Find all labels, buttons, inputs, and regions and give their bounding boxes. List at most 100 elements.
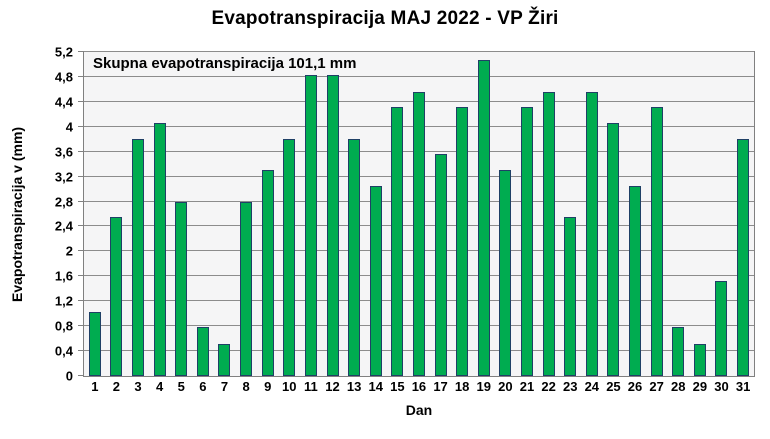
x-tick-label-day-3: 3 [134, 379, 142, 394]
y-tick-mark [78, 225, 83, 227]
x-tick-label-day-19: 19 [476, 379, 491, 394]
x-tick-label-day-21: 21 [519, 379, 535, 394]
x-tick-label-day-26: 26 [627, 379, 643, 394]
bar-day-4 [153, 123, 166, 376]
bar-slot-day-20 [495, 52, 517, 376]
x-tick-label-day-25: 25 [606, 379, 621, 394]
bar-day-5 [175, 202, 188, 376]
y-tick-mark [78, 325, 83, 327]
x-tick-label-day-23: 23 [562, 379, 578, 394]
bar-day-23 [564, 217, 577, 376]
y-tick-mark [78, 75, 83, 77]
bar-day-17 [434, 154, 447, 376]
y-tick-label: 0 [65, 368, 73, 384]
x-tick-label-day-14: 14 [368, 379, 383, 394]
bar-slot-day-21 [516, 52, 538, 376]
bar-slot-day-12 [322, 52, 344, 376]
bar-day-1 [88, 311, 101, 376]
x-tick-label-day-4: 4 [156, 379, 164, 394]
bar-slot-day-16 [408, 52, 430, 376]
x-tick-label-day-13: 13 [346, 379, 362, 394]
bar-slot-day-30 [711, 52, 733, 376]
x-tick-label-day-8: 8 [242, 379, 250, 394]
bar-day-13 [348, 139, 361, 376]
bar-slot-day-15 [387, 52, 409, 376]
bar-day-16 [412, 91, 425, 376]
y-tick-label: 0,4 [54, 343, 73, 359]
bar-slot-day-26 [624, 52, 646, 376]
y-tick-mark [78, 100, 83, 102]
y-tick-mark [78, 150, 83, 152]
x-tick-label-day-18: 18 [454, 379, 470, 394]
bar-slot-day-13 [343, 52, 365, 376]
x-tick-label-day-1: 1 [91, 379, 99, 394]
bar-day-10 [283, 139, 296, 376]
bar-slot-day-19 [473, 52, 495, 376]
bar-slot-day-27 [646, 52, 668, 376]
x-tick-label-day-27: 27 [649, 379, 664, 394]
x-axis: 1 2 3 4 5 6 7 8 9 10 11 12 13 14 15 16 17 18 19 20 21 22 23 24 2… [84, 379, 754, 394]
bar-slot-day-29 [689, 52, 711, 376]
bar-day-9 [261, 170, 274, 376]
bar-slot-day-2 [106, 52, 128, 376]
bar-day-21 [520, 107, 533, 376]
bar-day-27 [650, 107, 663, 376]
bar-day-6 [196, 327, 209, 376]
bar-series [84, 52, 754, 376]
y-tick-mark [78, 350, 83, 352]
bar-slot-day-24 [581, 52, 603, 376]
bar-day-20 [499, 170, 512, 376]
x-tick-label-day-11: 11 [304, 379, 318, 394]
y-tick-label: 1,2 [54, 293, 73, 309]
bar-day-3 [132, 139, 145, 376]
bar-day-24 [585, 91, 598, 376]
y-tick-label: 2,4 [54, 218, 73, 234]
bar-slot-day-28 [667, 52, 689, 376]
y-tick-mark [78, 300, 83, 302]
bar-day-14 [369, 185, 382, 376]
y-tick-mark [78, 375, 83, 376]
bar-day-25 [607, 123, 620, 376]
x-tick-label-day-22: 22 [541, 379, 556, 394]
y-tick-label: 4,4 [54, 94, 73, 110]
y-tick-label: 5,2 [54, 44, 73, 60]
y-tick-label: 2 [65, 243, 73, 259]
x-axis-title: Dan [405, 402, 433, 418]
bar-slot-day-25 [603, 52, 625, 376]
bar-slot-day-18 [451, 52, 473, 376]
bar-day-15 [391, 107, 404, 376]
x-tick-label-day-2: 2 [112, 379, 121, 394]
y-tick-label: 4 [65, 119, 73, 135]
bar-slot-day-17 [430, 52, 452, 376]
bar-day-2 [110, 217, 123, 376]
bar-slot-day-3 [127, 52, 149, 376]
x-tick-label-day-15: 15 [390, 379, 405, 394]
bar-slot-day-14 [365, 52, 387, 376]
bar-slot-day-10 [278, 52, 300, 376]
bar-day-8 [240, 202, 253, 376]
bar-day-18 [456, 107, 469, 376]
y-tick-mark [78, 250, 83, 252]
bar-slot-day-4 [149, 52, 171, 376]
bar-day-22 [542, 91, 555, 376]
y-tick-label: 0,8 [54, 318, 73, 334]
bar-day-31 [737, 139, 750, 376]
bar-slot-day-9 [257, 52, 279, 376]
gridline [84, 75, 754, 77]
bar-slot-day-5 [170, 52, 192, 376]
plot-area: Skupna evapotranspiracija 101,1 mm [83, 51, 755, 377]
x-tick-label-day-17: 17 [433, 379, 448, 394]
x-tick-label-day-10: 10 [282, 379, 297, 394]
y-tick-mark [78, 175, 83, 177]
bar-slot-day-6 [192, 52, 214, 376]
y-tick-label: 3,2 [54, 169, 73, 185]
x-tick-label-day-31: 31 [735, 379, 751, 394]
bar-day-26 [629, 185, 642, 376]
x-tick-label-day-16: 16 [411, 379, 427, 394]
bar-slot-day-23 [559, 52, 581, 376]
x-tick-label-day-24: 24 [584, 379, 600, 394]
total-evapotranspiration-annotation: Skupna evapotranspiracija 101,1 mm [93, 55, 357, 72]
bar-slot-day-1 [84, 52, 106, 376]
y-tick-label: 2,8 [54, 194, 73, 210]
